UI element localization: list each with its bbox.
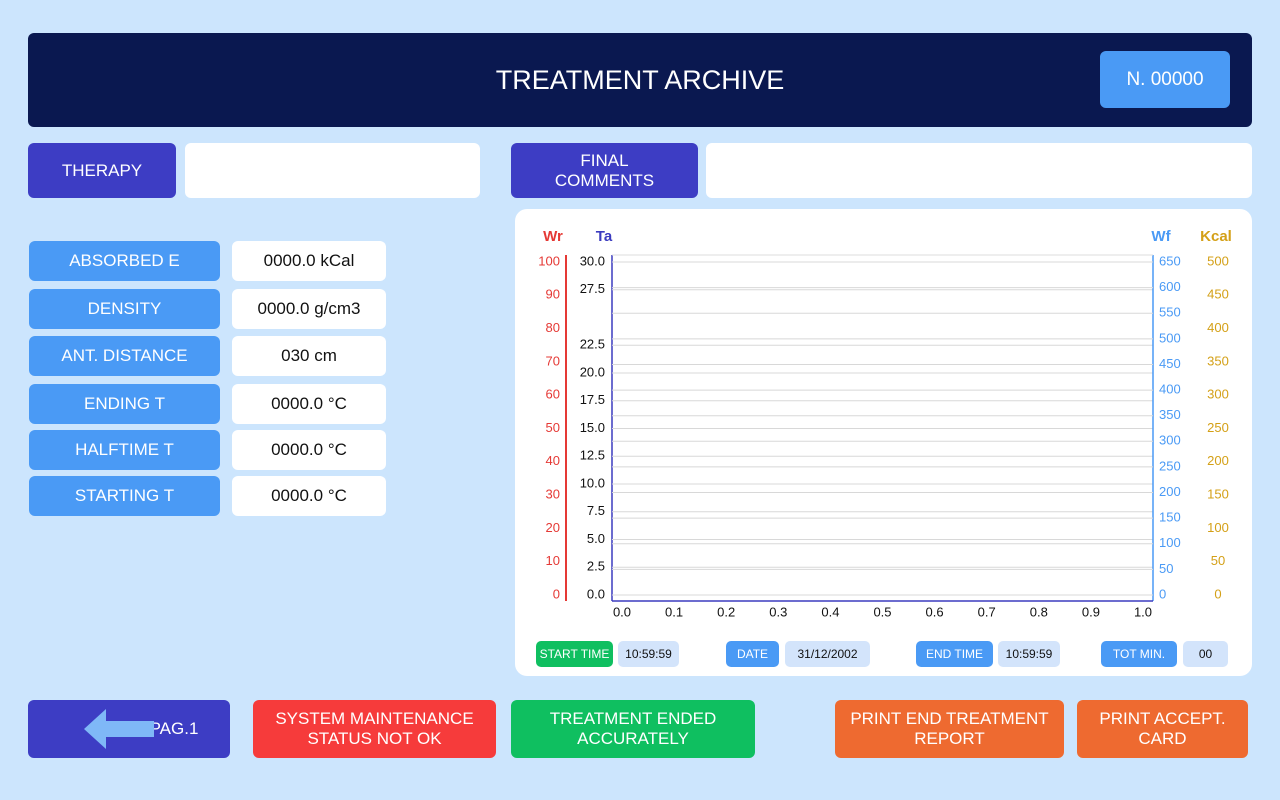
parameter-label: ENDING T: [29, 384, 220, 424]
parameter-label: DENSITY: [29, 289, 220, 329]
info-value: 00: [1183, 641, 1228, 667]
final-comments-label: FINAL COMMENTS: [511, 143, 698, 198]
title: TREATMENT ARCHIVE: [495, 64, 785, 95]
therapy-label: THERAPY: [28, 143, 176, 198]
button-label: PRINT ACCEPT.: [1099, 709, 1226, 728]
button[interactable]: PRINT END TREATMENT REPORT: [835, 700, 1064, 758]
button-label: REPORT: [914, 729, 985, 748]
info-value: 10:59:59: [998, 641, 1060, 667]
parameter-value: 0000.0 g/cm3: [232, 289, 386, 329]
record-number: N. 00000: [1100, 51, 1230, 108]
label-line: FINAL: [580, 150, 629, 170]
parameter-label: ABSORBED E: [29, 241, 220, 281]
parameter-value: 0000.0 kCal: [232, 241, 386, 281]
parameter-value: 0000.0 °C: [232, 476, 386, 516]
button-label: CARD: [1138, 729, 1187, 748]
arrow-icon: [84, 709, 154, 749]
info-label: TOT MIN.: [1101, 641, 1177, 667]
info-label: START TIME: [536, 641, 613, 667]
info-label: END TIME: [916, 641, 993, 667]
button-label: TREATMENT ENDED: [549, 709, 717, 728]
parameter-value: 0000.0 °C: [232, 384, 386, 424]
button-label: PRINT END TREATMENT: [850, 709, 1049, 728]
button[interactable]: SYSTEM MAINTENANCE STATUS NOT OK: [253, 700, 496, 758]
button[interactable]: PAG.1: [28, 700, 230, 758]
parameter-label: ANT. DISTANCE: [29, 336, 220, 376]
label-line: COMMENTS: [554, 170, 655, 190]
button-label: PAG.1: [149, 719, 199, 738]
info-value: 31/12/2002: [785, 641, 870, 667]
button[interactable]: TREATMENT ENDED ACCURATELY: [511, 700, 755, 758]
parameter-value: 030 cm: [232, 336, 386, 376]
button[interactable]: PRINT ACCEPT. CARD: [1077, 700, 1248, 758]
button-label: SYSTEM MAINTENANCE: [275, 709, 474, 728]
info-label: DATE: [726, 641, 779, 667]
parameter-label: HALFTIME T: [29, 430, 220, 470]
therapy-field: [185, 143, 480, 198]
button-label: ACCURATELY: [577, 729, 689, 748]
info-value: 10:59:59: [618, 641, 679, 667]
final-comments-field: [706, 143, 1252, 198]
header-bar: TREATMENT ARCHIVE: [28, 33, 1252, 127]
parameter-label: STARTING T: [29, 476, 220, 516]
parameter-value: 0000.0 °C: [232, 430, 386, 470]
button-label: STATUS NOT OK: [307, 729, 442, 748]
chart-panel: [515, 209, 1252, 676]
